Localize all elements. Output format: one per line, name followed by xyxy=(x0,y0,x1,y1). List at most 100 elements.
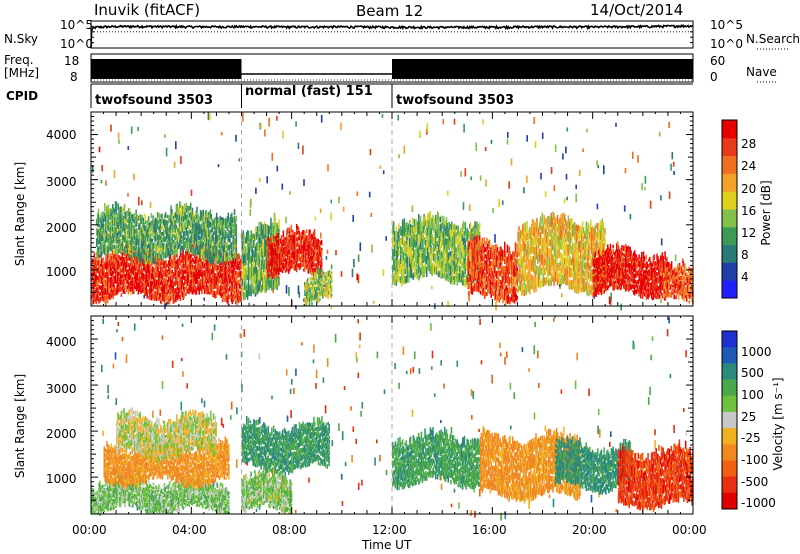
data-cell xyxy=(208,233,211,242)
data-cell xyxy=(411,273,414,279)
data-cell xyxy=(311,291,313,296)
data-cell xyxy=(219,285,221,290)
data-cell xyxy=(319,292,321,295)
data-cell xyxy=(637,288,639,294)
data-cell xyxy=(122,234,124,238)
data-cell xyxy=(452,260,455,266)
data-cell xyxy=(157,267,159,272)
data-cell xyxy=(112,232,114,238)
data-cell xyxy=(616,241,619,249)
data-cell xyxy=(235,243,237,251)
data-cell xyxy=(101,242,103,249)
data-cell xyxy=(413,271,415,277)
data-cell xyxy=(582,278,585,284)
data-cell xyxy=(439,216,441,223)
data-cell xyxy=(194,271,196,276)
data-cell xyxy=(206,270,209,277)
data-cell xyxy=(116,249,119,255)
data-cell xyxy=(538,238,541,246)
data-cell xyxy=(108,234,110,238)
data-cell xyxy=(648,272,650,278)
data-cell xyxy=(313,293,315,297)
data-cell xyxy=(275,270,277,276)
data-cell xyxy=(116,239,119,244)
data-cell xyxy=(281,269,284,274)
data-cell xyxy=(156,223,159,230)
data-cell xyxy=(312,281,314,284)
data-cell xyxy=(183,258,185,262)
data-cell xyxy=(221,245,223,249)
data-cell xyxy=(109,221,111,227)
data-cell xyxy=(210,275,212,281)
data-cell xyxy=(125,233,127,239)
data-cell xyxy=(588,232,590,242)
data-cell xyxy=(330,264,333,270)
data-cell xyxy=(305,299,307,303)
data-cell xyxy=(163,219,165,226)
data-cell xyxy=(212,257,214,264)
data-cell xyxy=(433,227,435,233)
data-cell xyxy=(305,261,308,270)
data-cell xyxy=(557,236,560,246)
data-cell xyxy=(190,247,192,253)
data-cell xyxy=(619,283,621,286)
data-cell xyxy=(103,213,105,217)
data-cell xyxy=(320,239,323,246)
data-cell xyxy=(568,253,570,263)
data-cell xyxy=(131,237,134,243)
data-cell xyxy=(504,292,506,301)
data-cell xyxy=(618,277,621,283)
data-cell xyxy=(415,272,417,279)
data-cell xyxy=(118,236,120,240)
data-cell xyxy=(318,267,320,273)
data-cell xyxy=(629,283,631,289)
data-cell xyxy=(236,272,238,282)
data-cell xyxy=(91,272,94,281)
data-cell xyxy=(606,256,608,263)
data-cell xyxy=(231,248,233,258)
data-cell xyxy=(599,272,602,278)
data-cell xyxy=(296,236,299,240)
data-cell xyxy=(484,278,486,285)
data-cell xyxy=(564,224,566,230)
data-cell xyxy=(564,273,566,282)
data-cell xyxy=(134,272,137,278)
data-cell xyxy=(513,252,516,257)
data-cell xyxy=(92,264,95,270)
data-cell xyxy=(593,291,596,297)
data-cell xyxy=(162,244,164,249)
data-cell xyxy=(518,273,520,283)
data-cell xyxy=(269,264,271,273)
data-cell xyxy=(102,240,104,252)
data-cell xyxy=(111,244,113,252)
data-cell xyxy=(447,236,449,248)
data-cell xyxy=(519,247,521,255)
data-cell xyxy=(535,241,537,259)
data-cell xyxy=(326,275,328,281)
data-cell xyxy=(179,201,181,209)
data-cell xyxy=(445,225,448,235)
data-cell xyxy=(471,287,474,295)
data-cell xyxy=(648,258,650,262)
data-cell xyxy=(91,282,93,288)
data-cell xyxy=(635,289,638,295)
data-cell xyxy=(149,233,152,238)
data-cell xyxy=(198,223,201,228)
data-cell xyxy=(548,226,551,236)
data-cell xyxy=(624,243,627,256)
data-cell xyxy=(509,288,511,294)
data-cell xyxy=(327,278,329,283)
data-cell xyxy=(103,232,105,238)
data-cell xyxy=(191,267,193,273)
data-cell xyxy=(177,231,179,241)
data-cell xyxy=(94,258,97,265)
data-cell xyxy=(461,269,463,275)
data-cell xyxy=(504,296,507,306)
data-cell xyxy=(650,267,652,274)
data-cell xyxy=(593,254,596,268)
data-cell xyxy=(437,260,440,269)
data-cell xyxy=(425,257,427,264)
data-cell xyxy=(234,253,236,266)
data-cell xyxy=(598,247,601,254)
data-cell xyxy=(193,243,195,250)
